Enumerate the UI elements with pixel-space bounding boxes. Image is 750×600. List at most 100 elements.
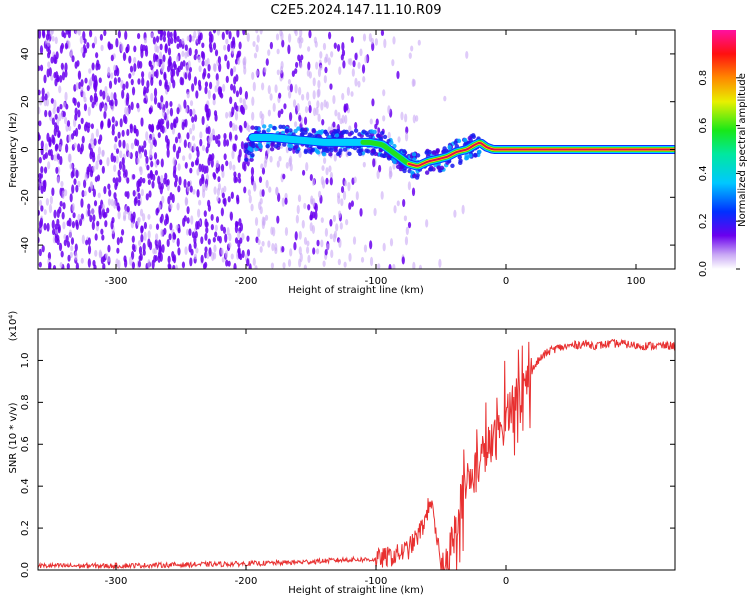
noise-blob — [194, 230, 198, 239]
noise-blob — [99, 134, 103, 142]
noise-blob — [87, 203, 91, 210]
noise-blob — [122, 139, 126, 149]
ridge-blob — [379, 131, 385, 136]
noise-blob — [113, 92, 117, 101]
noise-blob — [178, 176, 182, 186]
noise-blob — [149, 142, 153, 150]
ridge-blob — [402, 168, 407, 174]
noise-blob — [271, 243, 275, 252]
noise-blob — [232, 84, 236, 94]
noise-blob — [201, 60, 205, 67]
noise-blob — [118, 161, 123, 171]
ridge-blob — [244, 149, 249, 154]
ridge-blob — [303, 148, 309, 153]
noise-blob — [306, 240, 310, 247]
noise-blob — [129, 256, 133, 266]
noise-blob — [174, 136, 179, 144]
noise-blob — [238, 41, 242, 50]
noise-blob — [74, 251, 78, 261]
noise-blob — [91, 62, 95, 71]
noise-blob — [91, 101, 95, 109]
noise-blob — [335, 223, 339, 232]
noise-blob — [438, 258, 442, 268]
ridge-blob — [365, 132, 370, 138]
y-tick-label: 0.4 — [20, 478, 31, 494]
noise-blob — [317, 79, 321, 89]
y-tick-label: 20 — [20, 95, 31, 108]
noise-blob — [316, 100, 320, 109]
noise-blob — [57, 224, 61, 232]
noise-blob — [158, 122, 162, 130]
noise-blob — [44, 143, 48, 152]
noise-blob — [77, 30, 81, 36]
noise-blob — [77, 109, 81, 118]
noise-blob — [306, 91, 310, 101]
noise-blob — [315, 106, 319, 116]
ridge-blob — [333, 129, 338, 134]
noise-blob — [375, 118, 379, 126]
noise-blob — [187, 71, 192, 81]
noise-blob — [208, 81, 213, 90]
noise-blob — [246, 32, 250, 43]
colorbar-tick-label: 0.0 — [698, 261, 709, 277]
noise-blob — [325, 167, 329, 176]
noise-blob — [50, 98, 54, 104]
noise-blob — [119, 236, 123, 244]
noise-blob — [190, 215, 194, 225]
noise-blob — [204, 261, 208, 269]
noise-blob — [319, 64, 323, 71]
noise-blob — [45, 33, 50, 41]
noise-blob — [324, 249, 328, 256]
noise-blob — [136, 186, 140, 193]
noise-blob — [189, 127, 193, 135]
noise-blob — [90, 123, 94, 130]
noise-blob — [323, 56, 328, 64]
noise-blob — [188, 47, 192, 57]
noise-blob — [199, 131, 203, 139]
noise-blob — [38, 106, 41, 115]
noise-blob — [307, 204, 311, 211]
noise-blob — [184, 118, 188, 128]
noise-blob — [101, 149, 105, 157]
ridge-blob — [268, 124, 273, 129]
noise-blob — [166, 108, 170, 115]
noise-blob — [157, 132, 161, 139]
noise-blob — [97, 153, 101, 163]
noise-blob — [206, 252, 210, 260]
noise-blob — [82, 30, 86, 41]
noise-blob — [348, 125, 352, 132]
noise-blob — [259, 30, 263, 35]
noise-blob — [167, 65, 171, 73]
noise-blob — [391, 59, 395, 67]
noise-blob — [71, 202, 75, 212]
noise-blob — [320, 239, 324, 248]
noise-blob — [64, 91, 68, 102]
noise-blob — [154, 239, 158, 247]
noise-blob — [133, 127, 137, 134]
noise-blob — [280, 108, 284, 115]
noise-blob — [287, 44, 291, 55]
snr-x-label: Height of straight line (km) — [288, 585, 424, 596]
noise-blob — [143, 97, 147, 104]
noise-blob — [69, 193, 73, 203]
noise-blob — [56, 238, 60, 246]
ridge-blob — [324, 131, 330, 137]
noise-blob — [175, 55, 180, 63]
x-tick-label: -200 — [235, 576, 258, 587]
ridge-blob — [336, 151, 341, 157]
noise-blob — [113, 192, 117, 200]
noise-blob — [410, 45, 414, 52]
noise-blob — [258, 176, 263, 183]
noise-blob — [72, 212, 76, 219]
noise-blob — [238, 124, 242, 131]
noise-blob — [191, 123, 196, 131]
noise-blob — [339, 118, 343, 125]
noise-blob — [137, 240, 142, 246]
noise-blob — [52, 264, 57, 269]
noise-blob — [168, 263, 172, 269]
ridge-blob — [269, 146, 275, 152]
noise-blob — [361, 64, 366, 74]
noise-blob — [198, 65, 202, 73]
noise-blob — [314, 202, 318, 213]
